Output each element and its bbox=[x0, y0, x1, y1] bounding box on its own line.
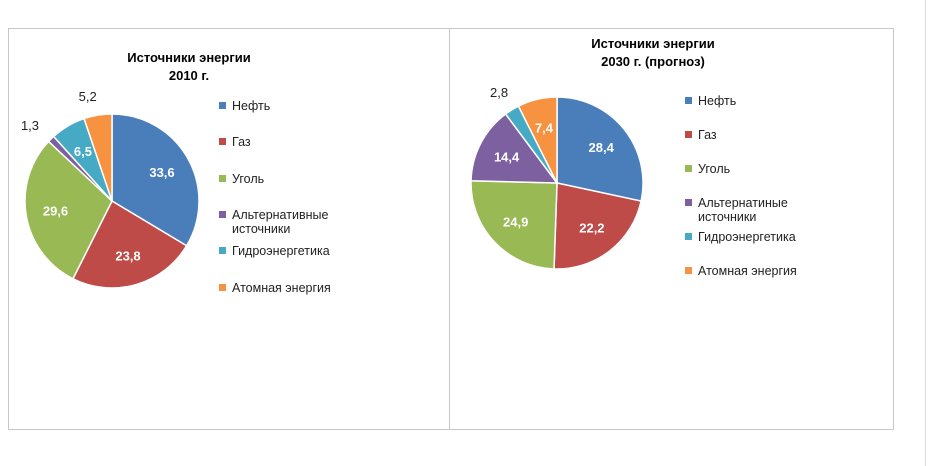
pie-data-label-1: 28,4 bbox=[589, 140, 615, 155]
pie-slice-6 bbox=[517, 96, 558, 184]
legend-label: Альтернатиные источники bbox=[698, 196, 788, 224]
legend-label: Атомная энергия bbox=[232, 281, 331, 295]
legend-swatch bbox=[685, 97, 692, 104]
legend-swatch bbox=[219, 138, 226, 145]
chart-2010-pie: 33,6 23,8 29,6 1,3 6,5 5,2 bbox=[21, 89, 200, 289]
chart-2010-title: Источники энергии 2010 г. bbox=[39, 49, 339, 85]
pie-data-label-1: 33,6 bbox=[149, 165, 174, 180]
chart-2010-frame: Источники энергии 2010 г. 33,6 23,8 29,6 1,… bbox=[8, 28, 450, 430]
pie-slice-2 bbox=[553, 182, 642, 270]
pie-slice-3 bbox=[470, 179, 558, 270]
page-edge-rule bbox=[925, 0, 926, 466]
legend-swatch bbox=[685, 233, 692, 240]
legend-swatch bbox=[219, 247, 226, 254]
legend-label: Нефть bbox=[232, 99, 271, 113]
pie-data-label-4: 1,3 bbox=[21, 118, 39, 133]
legend-swatch bbox=[685, 199, 692, 206]
legend-label: Атомная энергия bbox=[698, 264, 797, 278]
pie-data-label-6: 5,2 bbox=[79, 89, 97, 104]
chart-2010-title-line-2: 2010 г. bbox=[168, 68, 210, 83]
legend-label: Газ bbox=[698, 128, 717, 142]
legend-label: Альтернативные источники bbox=[232, 208, 329, 236]
legend-swatch bbox=[219, 211, 226, 218]
chart-2030-frame: Источники энергии 2030 г. (прогноз) 28,4… bbox=[449, 28, 894, 430]
pie-data-label-5: 6,5 bbox=[74, 144, 92, 159]
pie-data-label-5: 2,8 bbox=[490, 85, 508, 100]
pie-slice-3 bbox=[24, 140, 113, 280]
chart-2030-pie: 28,4 22,2 24,9 14,4 2,8 7,4 bbox=[470, 85, 644, 270]
legend-label: Газ bbox=[232, 135, 251, 149]
pie-data-label-6: 7,4 bbox=[535, 120, 554, 135]
legend-label: Гидроэнергетика bbox=[698, 230, 796, 244]
legend-swatch bbox=[685, 165, 692, 172]
pie-data-label-3: 29,6 bbox=[43, 204, 68, 219]
chart-2030-title-line-1: Источники энергии bbox=[591, 36, 715, 51]
chart-2030-title: Источники энергии 2030 г. (прогноз) bbox=[503, 35, 803, 71]
chart-2010-title-line-1: Источники энергии bbox=[127, 50, 251, 65]
chart-2030-title-line-2: 2030 г. (прогноз) bbox=[601, 54, 705, 69]
legend-label: Гидроэнергетика bbox=[232, 244, 330, 258]
pie-data-label-4: 14,4 bbox=[494, 149, 520, 164]
pie-slice-1 bbox=[556, 96, 644, 202]
pie-slice-1 bbox=[111, 113, 200, 247]
legend-label: Уголь bbox=[698, 162, 731, 176]
legend-label: Уголь bbox=[232, 172, 265, 186]
pie-slice-6 bbox=[83, 113, 113, 202]
pie-data-label-2: 22,2 bbox=[579, 220, 604, 235]
legend-swatch bbox=[685, 131, 692, 138]
pie-data-label-2: 23,8 bbox=[115, 249, 140, 264]
legend-swatch bbox=[219, 284, 226, 291]
legend-swatch bbox=[219, 175, 226, 182]
legend-swatch bbox=[685, 267, 692, 274]
pie-slice-4 bbox=[470, 112, 559, 184]
legend-label: Нефть bbox=[698, 94, 737, 108]
legend-swatch bbox=[219, 102, 226, 109]
pie-data-label-3: 24,9 bbox=[503, 214, 528, 229]
